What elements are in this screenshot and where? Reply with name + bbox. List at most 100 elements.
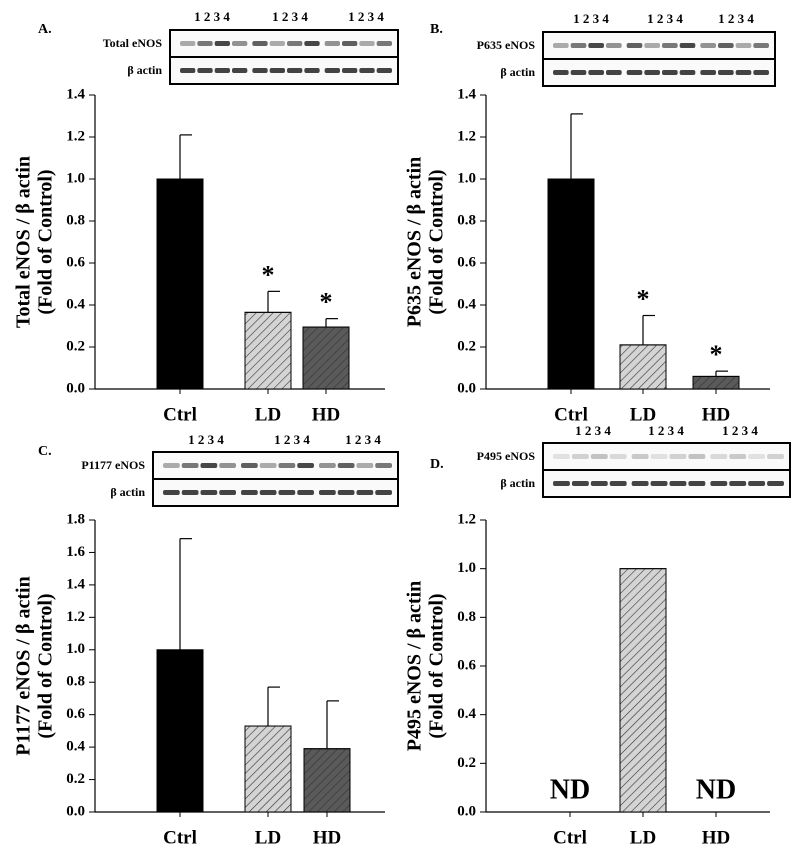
x-tick-label: HD [702, 404, 731, 425]
blot-band [375, 490, 392, 495]
blot-band [553, 454, 570, 459]
blot-band [571, 454, 589, 459]
blot-band [241, 490, 258, 495]
blot-band [700, 43, 716, 48]
blot-band [679, 43, 696, 48]
panel-label: D. [430, 457, 444, 472]
blot-band [710, 481, 728, 486]
blot-band [688, 481, 706, 486]
blot-band [278, 490, 296, 495]
x-tick-label: Ctrl [163, 404, 197, 425]
blot-band [588, 70, 604, 75]
lane-numbers: 1 2 3 4 [575, 423, 611, 438]
bar-annotation: ND [550, 774, 590, 805]
blot-band [232, 41, 248, 46]
y-tick-label: 1.0 [66, 170, 85, 186]
blot-label: β actin [110, 485, 145, 499]
blot-label: Total eNOS [103, 36, 163, 50]
bar-annotation: * [710, 340, 723, 369]
blot-band [767, 481, 784, 486]
blot-band [606, 43, 622, 48]
blot-band [337, 463, 355, 468]
blot-band [319, 490, 336, 495]
blot-band [718, 43, 734, 48]
lane-numbers: 1 2 3 4 [648, 423, 684, 438]
y-tick-label: 0.4 [66, 296, 85, 312]
lane-numbers: 1 2 3 4 [272, 9, 308, 24]
blot-band [710, 454, 728, 459]
bar [547, 178, 595, 390]
x-tick-label: LD [630, 404, 656, 425]
bar-hatch [692, 375, 740, 390]
y-tick-label: 0.8 [66, 212, 85, 228]
y-axis-label: P1177 eNOS / β actin [13, 576, 35, 755]
blot-band [662, 43, 678, 48]
x-tick-label: Ctrl [163, 827, 197, 848]
lane-numbers: 1 2 3 4 [194, 9, 230, 24]
bar-annotation: * [320, 288, 333, 317]
y-axis-label: (Fold of Control) [35, 169, 57, 314]
blot-band [570, 43, 587, 48]
blot-band [376, 68, 392, 73]
y-tick-label: 1.0 [457, 170, 476, 186]
y-tick-label: 1.2 [66, 128, 85, 144]
blot-band [650, 481, 668, 486]
x-tick-label: HD [312, 404, 341, 425]
blot-band [631, 481, 649, 486]
blot-band [180, 41, 196, 46]
blot-band [767, 454, 784, 459]
bar-annotation: * [637, 284, 650, 313]
y-tick-label: 1.4 [66, 576, 85, 592]
y-tick-label: 0.2 [66, 338, 85, 354]
blot-band [163, 490, 180, 495]
blot-band [304, 68, 320, 73]
blot-band [553, 43, 569, 48]
panel-label: A. [38, 22, 52, 37]
blot-band [679, 70, 696, 75]
blot-band [376, 41, 392, 46]
blot-band [606, 70, 622, 75]
panel-label: B. [430, 22, 443, 37]
blot-band [297, 463, 314, 468]
blot-band [650, 454, 668, 459]
bar-hatch [619, 568, 667, 813]
lane-numbers: 1 2 3 4 [722, 423, 758, 438]
blot-band [180, 68, 196, 73]
bar-hatch [303, 748, 351, 813]
bar-hatch [244, 311, 292, 390]
blot-band [700, 70, 716, 75]
blot-band [197, 41, 213, 46]
blot-band [200, 490, 218, 495]
y-tick-label: 0.4 [457, 706, 476, 722]
blot-band [631, 454, 649, 459]
blot-band [590, 481, 608, 486]
y-tick-label: 0.0 [457, 380, 476, 396]
blot-band [609, 481, 627, 486]
blot-band [553, 481, 570, 486]
blot-band [269, 41, 285, 46]
y-tick-label: 0.6 [457, 657, 476, 673]
blot-band [753, 43, 769, 48]
x-tick-label: LD [255, 404, 281, 425]
blot-band [200, 463, 218, 468]
blot-band [324, 68, 340, 73]
blot-band [297, 490, 314, 495]
blot-band [590, 454, 608, 459]
y-tick-label: 0.8 [457, 609, 476, 625]
y-tick-label: 0.2 [457, 338, 476, 354]
y-tick-label: 0.2 [66, 771, 85, 787]
y-tick-label: 0.6 [66, 706, 85, 722]
bar-hatch [244, 725, 292, 813]
y-axis-label: (Fold of Control) [35, 593, 57, 738]
blot-band [748, 481, 766, 486]
blot-band [324, 41, 340, 46]
bar-annotation: ND [696, 774, 736, 805]
y-tick-label: 0.8 [457, 212, 476, 228]
x-tick-label: HD [313, 827, 342, 848]
bar [156, 649, 204, 813]
lane-numbers: 1 2 3 4 [345, 432, 381, 447]
bar [156, 178, 204, 390]
blot-band [269, 68, 285, 73]
x-tick-label: Ctrl [554, 404, 588, 425]
blot-band [644, 43, 660, 48]
